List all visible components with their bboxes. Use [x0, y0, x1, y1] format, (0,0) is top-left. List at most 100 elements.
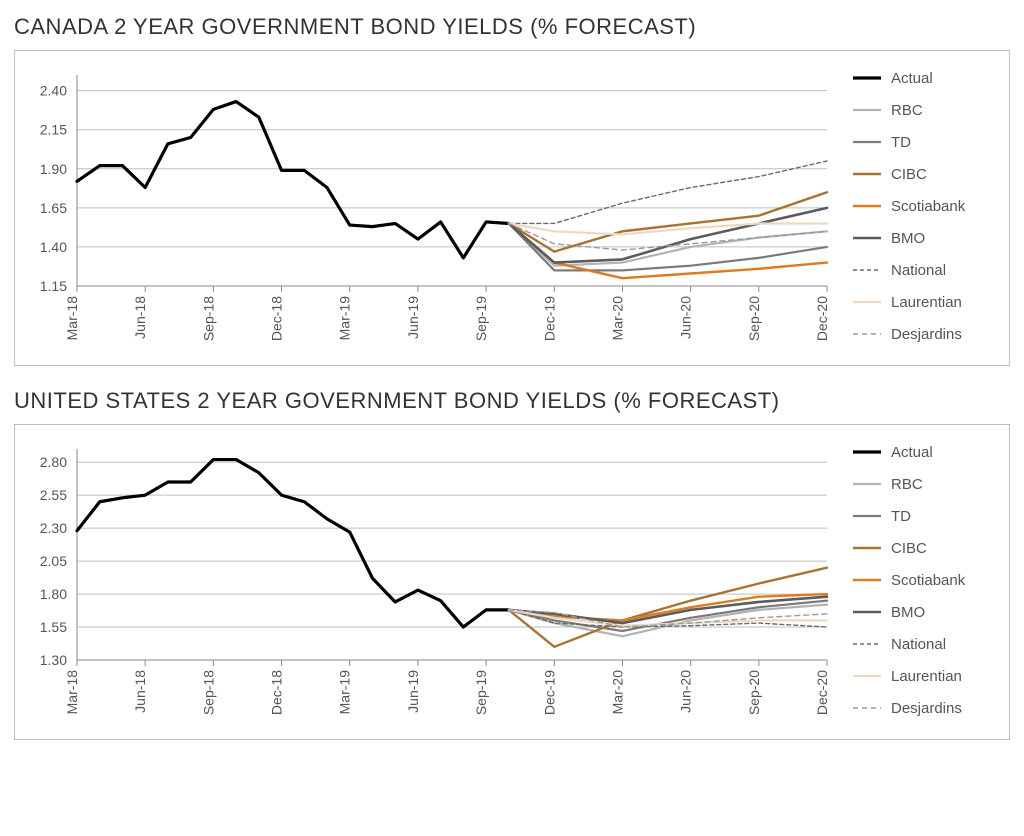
chart-block: CANADA 2 YEAR GOVERNMENT BOND YIELDS (% … — [14, 14, 1010, 366]
x-tick-label: Dec-19 — [541, 670, 557, 715]
legend-label: Actual — [891, 70, 933, 87]
y-tick-label: 2.80 — [40, 454, 67, 470]
y-tick-label: 1.80 — [40, 586, 67, 602]
plot-area: 1.30 1.55 1.80 2.05 2.30 2.55 2.80 Mar-18 Jun-18… — [25, 439, 835, 731]
legend-label: RBC — [891, 102, 923, 119]
x-tick-label: Dec-18 — [269, 670, 285, 715]
legend-swatch-icon — [853, 507, 881, 525]
legend-item: Actual — [853, 443, 985, 461]
legend-label: Laurentian — [891, 294, 962, 311]
y-tick-label: 2.15 — [40, 122, 67, 138]
x-tick-label: Mar-20 — [609, 296, 625, 341]
legend-label: Actual — [891, 444, 933, 461]
legend-label: CIBC — [891, 166, 927, 183]
chart-block: UNITED STATES 2 YEAR GOVERNMENT BOND YIE… — [14, 388, 1010, 740]
legend-item: Actual — [853, 69, 985, 87]
x-tick-label: Dec-20 — [814, 670, 830, 715]
x-tick-label: Sep-20 — [746, 296, 762, 341]
x-tick-label: Jun-20 — [678, 670, 694, 713]
x-tick-label: Dec-18 — [269, 296, 285, 341]
legend-item: RBC — [853, 101, 985, 119]
legend-item: CIBC — [853, 165, 985, 183]
legend-swatch-icon — [853, 261, 881, 279]
x-tick-label: Jun-19 — [405, 670, 421, 713]
plot-svg: 1.30 1.55 1.80 2.05 2.30 2.55 2.80 Mar-18 Jun-18… — [25, 439, 835, 724]
legend-swatch-icon — [853, 229, 881, 247]
legend-item: TD — [853, 507, 985, 525]
legend-label: Scotiabank — [891, 572, 965, 589]
legend-label: Desjardins — [891, 326, 962, 343]
legend-label: CIBC — [891, 540, 927, 557]
x-tick-label: Jun-20 — [678, 296, 694, 339]
legend-swatch-icon — [853, 571, 881, 589]
y-tick-label: 1.65 — [40, 200, 67, 216]
x-tick-label: Mar-20 — [609, 670, 625, 715]
legend: Actual RBC TD CIBC Scotiabank BMO National Laur… — [835, 439, 985, 731]
y-tick-label: 1.30 — [40, 652, 67, 668]
legend-swatch-icon — [853, 69, 881, 87]
legend-swatch-icon — [853, 635, 881, 653]
x-tick-label: Mar-18 — [64, 296, 80, 341]
legend-swatch-icon — [853, 133, 881, 151]
legend-item: CIBC — [853, 539, 985, 557]
legend-item: Laurentian — [853, 667, 985, 685]
legend-item: Desjardins — [853, 699, 985, 717]
legend-item: RBC — [853, 475, 985, 493]
x-tick-label: Mar-19 — [337, 296, 353, 341]
legend-label: TD — [891, 134, 911, 151]
chart-title: CANADA 2 YEAR GOVERNMENT BOND YIELDS (% … — [14, 14, 1010, 40]
x-tick-label: Sep-18 — [200, 670, 216, 715]
x-tick-label: Sep-18 — [200, 296, 216, 341]
legend-swatch-icon — [853, 293, 881, 311]
plot-svg: 1.15 1.40 1.65 1.90 2.15 2.40 Mar-18 Jun-18 Sep-… — [25, 65, 835, 350]
legend-swatch-icon — [853, 101, 881, 119]
y-tick-label: 2.55 — [40, 487, 67, 503]
x-tick-label: Jun-18 — [132, 670, 148, 713]
legend-label: Desjardins — [891, 700, 962, 717]
y-tick-label: 2.05 — [40, 553, 67, 569]
x-tick-label: Dec-20 — [814, 296, 830, 341]
legend: Actual RBC TD CIBC Scotiabank BMO National Laur… — [835, 65, 985, 357]
x-tick-label: Sep-19 — [473, 296, 489, 341]
x-tick-label: Jun-18 — [132, 296, 148, 339]
legend-label: Laurentian — [891, 668, 962, 685]
x-tick-label: Mar-18 — [64, 670, 80, 715]
x-tick-label: Mar-19 — [337, 670, 353, 715]
y-tick-label: 1.15 — [40, 278, 67, 294]
legend-item: National — [853, 635, 985, 653]
legend-item: BMO — [853, 229, 985, 247]
legend-label: National — [891, 636, 946, 653]
series-line-actual — [77, 102, 509, 258]
legend-label: BMO — [891, 230, 925, 247]
x-tick-label: Sep-19 — [473, 670, 489, 715]
chart-frame: 1.15 1.40 1.65 1.90 2.15 2.40 Mar-18 Jun-18 Sep-… — [14, 50, 1010, 366]
plot-area: 1.15 1.40 1.65 1.90 2.15 2.40 Mar-18 Jun-18 Sep-… — [25, 65, 835, 357]
legend-swatch-icon — [853, 475, 881, 493]
legend-item: BMO — [853, 603, 985, 621]
chart-frame: 1.30 1.55 1.80 2.05 2.30 2.55 2.80 Mar-18 Jun-18… — [14, 424, 1010, 740]
legend-label: National — [891, 262, 946, 279]
legend-swatch-icon — [853, 443, 881, 461]
legend-item: Scotiabank — [853, 571, 985, 589]
legend-swatch-icon — [853, 325, 881, 343]
legend-item: National — [853, 261, 985, 279]
y-tick-label: 1.55 — [40, 619, 67, 635]
x-tick-label: Jun-19 — [405, 296, 421, 339]
y-tick-label: 2.40 — [40, 83, 67, 99]
y-tick-label: 1.90 — [40, 161, 67, 177]
x-tick-label: Sep-20 — [746, 670, 762, 715]
legend-label: BMO — [891, 604, 925, 621]
x-tick-label: Dec-19 — [541, 296, 557, 341]
chart-title: UNITED STATES 2 YEAR GOVERNMENT BOND YIE… — [14, 388, 1010, 414]
legend-label: TD — [891, 508, 911, 525]
legend-swatch-icon — [853, 197, 881, 215]
legend-item: Laurentian — [853, 293, 985, 311]
y-tick-label: 2.30 — [40, 520, 67, 536]
y-tick-label: 1.40 — [40, 239, 67, 255]
series-line-cibc — [509, 192, 827, 251]
legend-label: RBC — [891, 476, 923, 493]
legend-swatch-icon — [853, 699, 881, 717]
legend-swatch-icon — [853, 603, 881, 621]
legend-label: Scotiabank — [891, 198, 965, 215]
legend-swatch-icon — [853, 667, 881, 685]
